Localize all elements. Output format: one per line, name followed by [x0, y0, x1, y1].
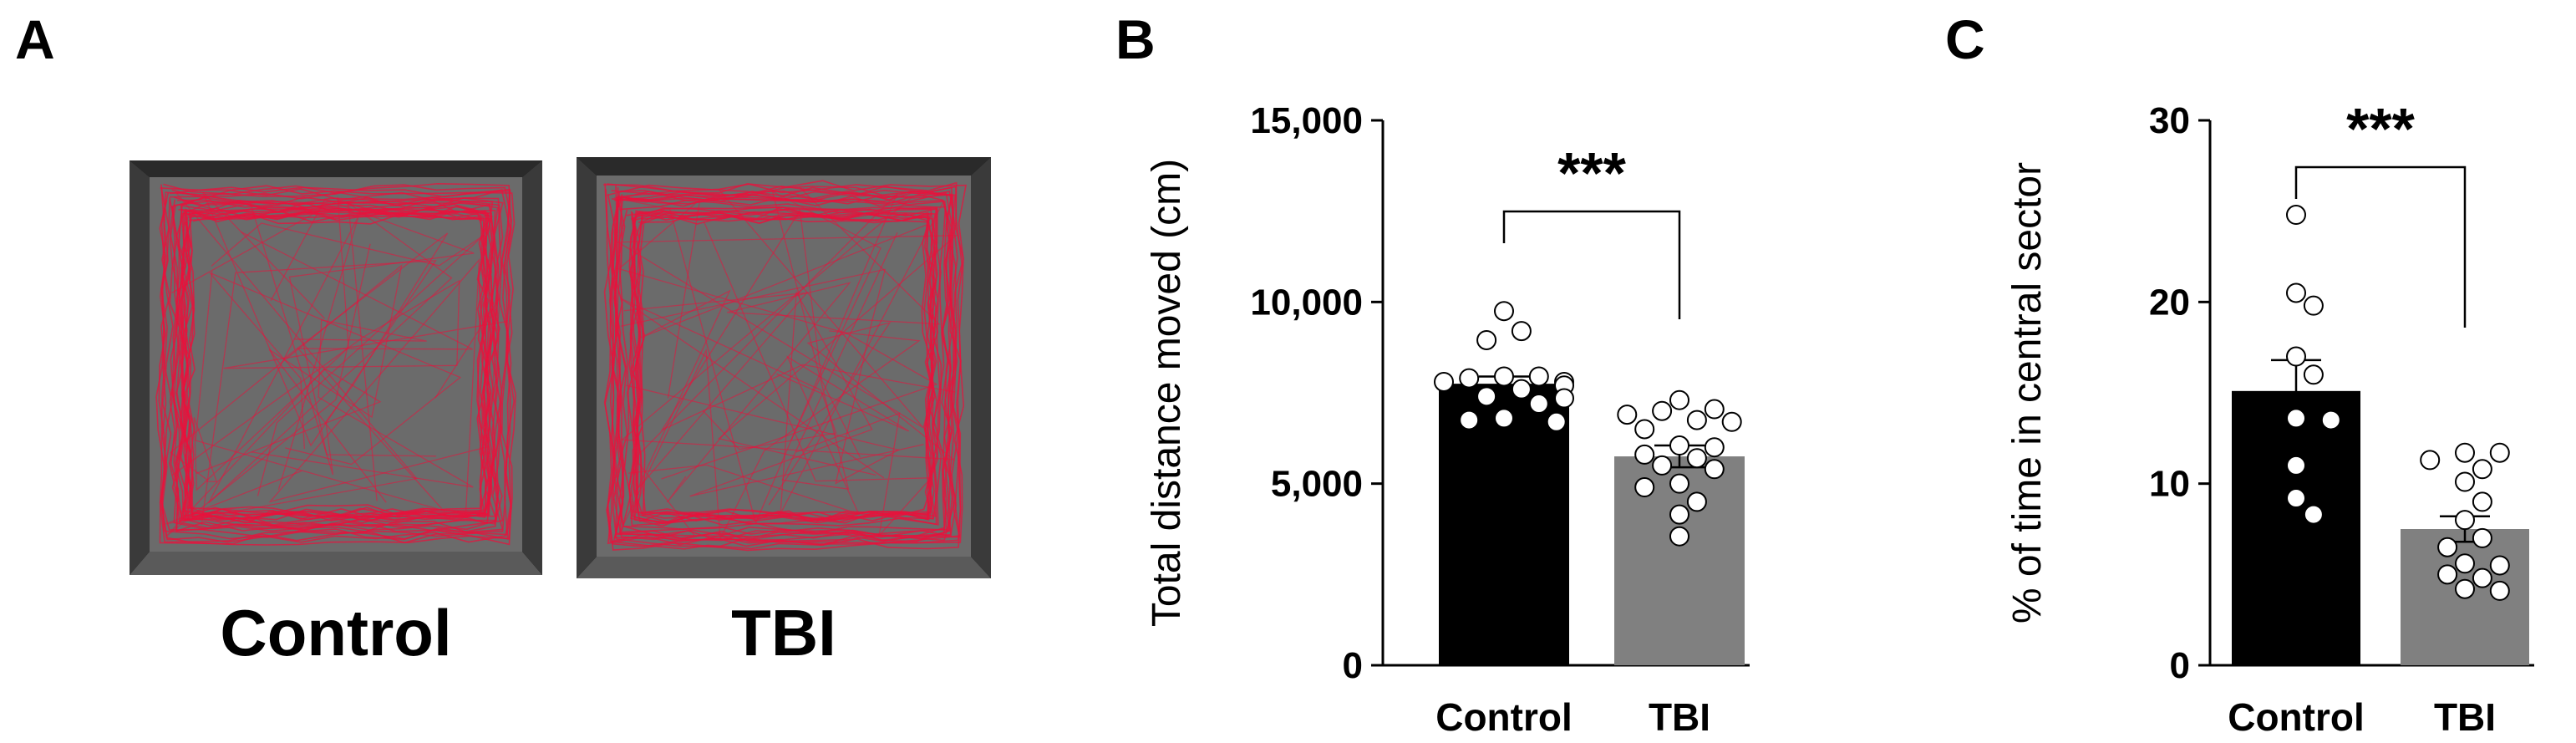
chart-b-data-point-tbi [1704, 399, 1725, 420]
chart-c-data-point-tbi [2455, 578, 2475, 599]
panel-letter-b: B [1115, 8, 1156, 70]
chart-b-significance-stars: *** [1557, 140, 1626, 206]
chart-c-significance-bracket [2294, 165, 2467, 328]
chart-c-data-point-control [2303, 504, 2324, 525]
chart-b-data-point-control [1476, 329, 1497, 350]
chart-c-data-point-tbi [2472, 567, 2492, 588]
chart-b-y-tick-label: 5,000 [1271, 464, 1363, 505]
chart-b-data-point-tbi [1617, 405, 1638, 425]
chart-c-y-tick-label: 10 [2149, 464, 2190, 505]
chart-c-y-axis-title: % of time in central sector [2005, 162, 2050, 623]
chart-b-data-point-tbi [1669, 504, 1689, 525]
chart-b-data-point-control [1494, 408, 1514, 429]
chart-b-data-point-control [1511, 379, 1532, 399]
chart-b-data-point-tbi [1669, 526, 1689, 547]
chart-c-data-point-tbi [2437, 564, 2458, 585]
chart-b-data-point-tbi [1704, 437, 1725, 458]
arena-control-frame [130, 160, 542, 575]
chart-c-data-point-tbi [2489, 580, 2510, 601]
arena-tbi-label: TBI [731, 596, 836, 669]
chart-b-data-point-control [1546, 411, 1567, 432]
chart-central-sector-time: 0 10 20 30 % of time in central sector Contro… [2005, 96, 2534, 739]
chart-c-bar-control [2232, 390, 2360, 665]
chart-b-data-point-tbi [1652, 400, 1673, 421]
chart-b-data-point-control [1528, 394, 1549, 415]
panel-letter-c: C [1945, 8, 1985, 70]
chart-b-data-point-tbi [1686, 448, 1707, 469]
chart-c-significance-stars: *** [2346, 96, 2415, 161]
chart-c-data-point-tbi [2489, 442, 2510, 463]
chart-c-data-point-control [2286, 346, 2306, 367]
chart-c-data-point-control [2286, 205, 2306, 226]
chart-b-data-point-control [1434, 371, 1454, 392]
chart-b-y-tick-label: 0 [1343, 645, 1363, 686]
chart-b-data-point-tbi [1686, 491, 1707, 512]
chart-c-data-point-control [2286, 488, 2306, 509]
chart-b-significance-bracket [1502, 210, 1681, 319]
chart-c-data-point-control [2286, 455, 2306, 476]
chart-c-y-tick-label: 20 [2149, 282, 2190, 323]
chart-c-data-point-tbi [2472, 491, 2492, 512]
chart-b-data-point-tbi [1686, 410, 1707, 430]
chart-b-y-tick-label: 10,000 [1250, 282, 1363, 323]
panel-letter-a: A [15, 8, 55, 70]
arena-control-label: Control [220, 596, 452, 669]
chart-c-data-point-tbi [2455, 553, 2475, 574]
chart-c-data-point-tbi [2420, 450, 2441, 471]
chart-b-data-point-control [1494, 366, 1514, 387]
chart-b-data-point-control [1459, 410, 1480, 430]
chart-b-data-point-tbi [1704, 459, 1725, 480]
chart-b-category-label-tbi: TBI [1649, 695, 1710, 739]
chart-b-bar-control [1439, 384, 1569, 665]
chart-b-data-point-control [1459, 368, 1480, 389]
chart-b-data-point-tbi [1634, 477, 1655, 498]
chart-b-data-point-tbi [1652, 455, 1673, 476]
chart-c-data-point-tbi [2455, 471, 2475, 492]
chart-b-data-point-tbi [1669, 389, 1689, 410]
chart-c-data-point-tbi [2472, 459, 2492, 480]
chart-b-data-point-control [1476, 386, 1497, 407]
chart-c-data-point-tbi [2437, 537, 2458, 557]
chart-b-y-tick-label: 15,000 [1250, 100, 1363, 141]
chart-b-y-axis-title: Total distance moved (cm) [1145, 159, 1189, 627]
chart-b-data-point-tbi [1669, 473, 1689, 494]
arena-control-tracks [155, 182, 516, 546]
chart-total-distance: 0 5,000 10,000 15,000 Total distance moved (… [1145, 100, 1750, 739]
chart-b-data-point-tbi [1721, 411, 1742, 432]
chart-c-data-point-tbi [2472, 527, 2492, 548]
chart-c-data-point-control [2320, 410, 2341, 430]
chart-b-data-point-control [1511, 321, 1532, 342]
chart-c-category-label-control: Control [2228, 695, 2365, 739]
chart-c-data-point-tbi [2455, 510, 2475, 531]
chart-c-data-point-tbi [2489, 555, 2510, 576]
chart-c-data-point-control [2303, 364, 2324, 385]
chart-c-data-point-control [2286, 408, 2306, 429]
chart-b-category-label-control: Control [1435, 695, 1573, 739]
chart-c-data-point-control [2303, 295, 2324, 316]
chart-c-data-point-tbi [2455, 442, 2475, 463]
chart-b-data-point-control [1494, 301, 1514, 322]
arena-control-image [130, 160, 542, 575]
chart-c-y-tick-label: 30 [2149, 100, 2190, 141]
arena-tbi-image [577, 157, 991, 578]
chart-b-data-point-tbi [1634, 444, 1655, 465]
chart-c-category-label-tbi: TBI [2434, 695, 2496, 739]
arena-tbi-frame [577, 157, 991, 578]
chart-b-data-point-control [1528, 366, 1549, 387]
arena-tbi-tracks [603, 180, 967, 552]
chart-b-data-point-tbi [1634, 419, 1655, 440]
chart-c-data-point-control [2286, 282, 2306, 303]
chart-b-data-point-control [1554, 388, 1574, 409]
chart-c-y-tick-label: 0 [2170, 645, 2190, 686]
chart-b-data-point-tbi [1669, 435, 1689, 456]
